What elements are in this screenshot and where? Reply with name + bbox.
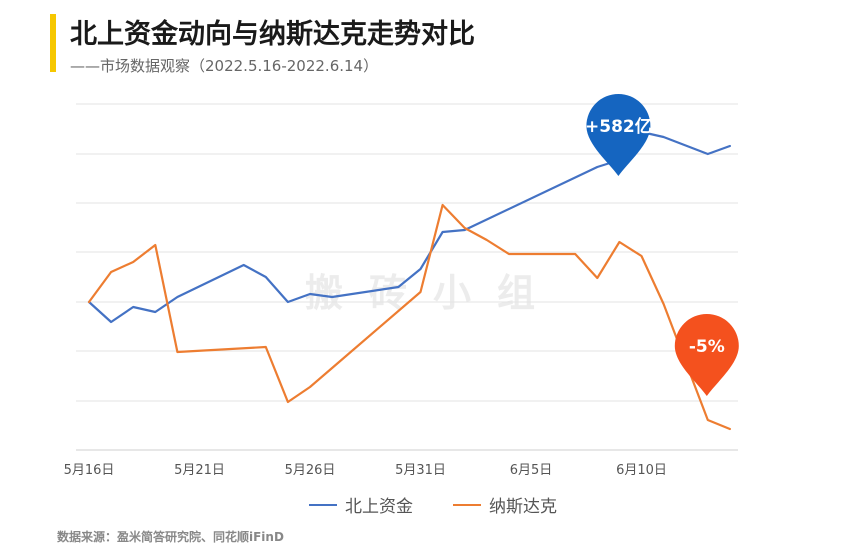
legend-label-north: 北上资金 [345, 497, 413, 517]
nasdaq-change-pin [674, 314, 739, 396]
legend-item-nasdaq: 纳斯达克 [453, 492, 557, 517]
series-line-north [87, 130, 732, 324]
x-tick-label: 6月10日 [616, 463, 667, 478]
page-title: 北上资金动向与纳斯达克走势对比 [70, 19, 475, 50]
legend-label-nasdaq: 纳斯达克 [489, 497, 557, 517]
legend-swatch-nasdaq [453, 503, 481, 506]
x-tick-label: 5月21日 [174, 463, 225, 478]
title-accent-bar [50, 14, 56, 72]
x-tick-label: 5月16日 [64, 463, 115, 478]
series-line-nasdaq [87, 203, 732, 431]
x-tick-label: 5月31日 [395, 463, 446, 478]
chart-legend: 北上资金 纳斯达克 [0, 492, 866, 517]
legend-swatch-north [309, 503, 337, 506]
x-tick-label: 5月26日 [285, 463, 336, 478]
legend-item-north: 北上资金 [309, 492, 413, 517]
nasdaq-change-label: -5% [689, 337, 725, 357]
x-tick-label: 6月5日 [510, 463, 553, 478]
data-source-note: 数据来源：盈米简答研究院、同花顺iFinD [57, 530, 284, 544]
north-flow-label: +582亿 [585, 116, 652, 137]
north-flow-pin [586, 94, 651, 176]
page-subtitle: ——市场数据观察（2022.5.16-2022.6.14） [70, 57, 379, 75]
